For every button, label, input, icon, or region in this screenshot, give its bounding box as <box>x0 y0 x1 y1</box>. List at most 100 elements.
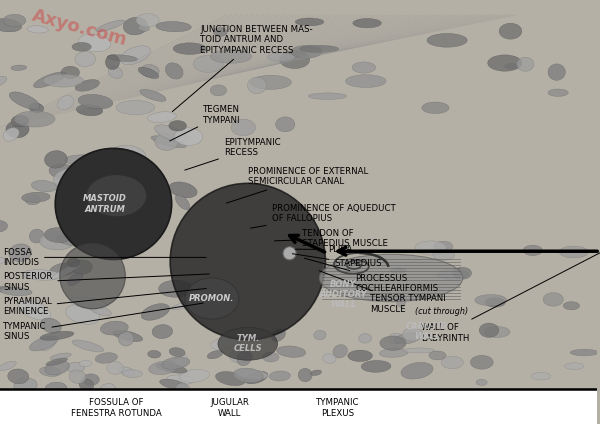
Ellipse shape <box>505 64 518 69</box>
Ellipse shape <box>40 331 74 340</box>
Ellipse shape <box>14 378 37 393</box>
Ellipse shape <box>76 105 103 116</box>
Ellipse shape <box>152 325 173 338</box>
Ellipse shape <box>139 25 149 31</box>
Ellipse shape <box>359 334 371 343</box>
Ellipse shape <box>295 18 324 26</box>
Ellipse shape <box>275 117 295 132</box>
Ellipse shape <box>346 75 386 87</box>
Text: PLICA: PLICA <box>295 245 353 254</box>
Text: PROCESSUS
COCHLEARIFORMIS: PROCESSUS COCHLEARIFORMIS <box>304 258 439 293</box>
Ellipse shape <box>479 323 499 338</box>
Bar <box>0 389 597 424</box>
Ellipse shape <box>237 351 251 365</box>
Ellipse shape <box>401 363 433 379</box>
Ellipse shape <box>175 128 203 145</box>
Ellipse shape <box>67 258 80 267</box>
Ellipse shape <box>433 249 455 260</box>
Text: TENSOR TYMPANI
MUSCLE: TENSOR TYMPANI MUSCLE <box>319 271 446 314</box>
Ellipse shape <box>172 355 188 368</box>
Ellipse shape <box>141 304 170 320</box>
Ellipse shape <box>79 360 92 367</box>
Ellipse shape <box>43 74 83 87</box>
Ellipse shape <box>162 357 190 369</box>
Ellipse shape <box>46 358 67 365</box>
Text: TEGMEN
TYMPANI: TEGMEN TYMPANI <box>170 105 241 141</box>
Ellipse shape <box>116 227 140 243</box>
Ellipse shape <box>55 148 172 259</box>
Text: FOSSULA OF
FENESTRA ROTUNDA: FOSSULA OF FENESTRA ROTUNDA <box>71 399 162 418</box>
Ellipse shape <box>391 268 406 273</box>
Ellipse shape <box>441 356 463 369</box>
Ellipse shape <box>437 270 468 279</box>
Ellipse shape <box>353 19 382 28</box>
Ellipse shape <box>50 263 77 276</box>
Ellipse shape <box>6 120 29 138</box>
Ellipse shape <box>0 361 16 371</box>
Ellipse shape <box>31 181 57 192</box>
Ellipse shape <box>244 371 268 384</box>
Ellipse shape <box>148 350 161 358</box>
Ellipse shape <box>0 287 6 299</box>
Text: PROMINENCE OF AQUEDUCT
OF FALLOPIUS: PROMINENCE OF AQUEDUCT OF FALLOPIUS <box>251 204 395 228</box>
Ellipse shape <box>44 151 67 168</box>
Ellipse shape <box>40 367 61 377</box>
Ellipse shape <box>9 92 40 109</box>
Ellipse shape <box>160 379 187 390</box>
Ellipse shape <box>27 26 49 33</box>
Ellipse shape <box>116 100 155 114</box>
Text: TENDON OF
STAPEDIUS MUSCLE: TENDON OF STAPEDIUS MUSCLE <box>274 229 388 248</box>
Text: EPITYMPANIC
RECESS: EPITYMPANIC RECESS <box>185 138 281 170</box>
Ellipse shape <box>140 64 159 77</box>
Ellipse shape <box>34 72 66 88</box>
Ellipse shape <box>207 351 223 359</box>
Ellipse shape <box>82 213 95 222</box>
Ellipse shape <box>488 55 522 71</box>
Ellipse shape <box>397 294 406 307</box>
Ellipse shape <box>323 354 336 363</box>
Ellipse shape <box>299 45 339 53</box>
Ellipse shape <box>107 362 124 374</box>
Ellipse shape <box>56 235 90 247</box>
Text: CAROTID
WALL: CAROTID WALL <box>406 322 448 341</box>
Text: TYM.
CELLS: TYM. CELLS <box>233 334 262 354</box>
Ellipse shape <box>65 304 100 324</box>
Ellipse shape <box>65 171 77 183</box>
Ellipse shape <box>352 62 376 73</box>
Ellipse shape <box>210 50 251 63</box>
Ellipse shape <box>66 362 85 372</box>
Ellipse shape <box>9 244 32 262</box>
Ellipse shape <box>403 348 435 353</box>
Ellipse shape <box>476 379 487 385</box>
Text: PYRAMIDAL
EMINENCE: PYRAMIDAL EMINENCE <box>3 288 206 316</box>
Ellipse shape <box>124 17 148 35</box>
Ellipse shape <box>155 125 187 142</box>
Ellipse shape <box>138 67 159 78</box>
Ellipse shape <box>58 95 74 110</box>
Ellipse shape <box>75 80 100 91</box>
Ellipse shape <box>60 243 125 309</box>
Ellipse shape <box>29 229 44 243</box>
Ellipse shape <box>88 226 121 240</box>
Ellipse shape <box>548 89 568 96</box>
Ellipse shape <box>149 361 178 375</box>
Ellipse shape <box>158 280 193 297</box>
Ellipse shape <box>23 270 61 280</box>
Ellipse shape <box>427 33 467 47</box>
Ellipse shape <box>171 298 204 310</box>
Text: STAPEDIUS: STAPEDIUS <box>292 254 382 268</box>
Ellipse shape <box>8 369 29 384</box>
Ellipse shape <box>99 383 116 399</box>
Ellipse shape <box>210 85 227 96</box>
Ellipse shape <box>434 241 453 252</box>
Ellipse shape <box>40 232 76 250</box>
Ellipse shape <box>69 370 86 383</box>
Ellipse shape <box>120 46 151 65</box>
Ellipse shape <box>193 55 223 73</box>
Ellipse shape <box>348 350 373 362</box>
Ellipse shape <box>263 352 279 362</box>
Ellipse shape <box>148 112 176 123</box>
Ellipse shape <box>156 22 191 32</box>
Ellipse shape <box>140 89 166 101</box>
Ellipse shape <box>170 183 325 340</box>
